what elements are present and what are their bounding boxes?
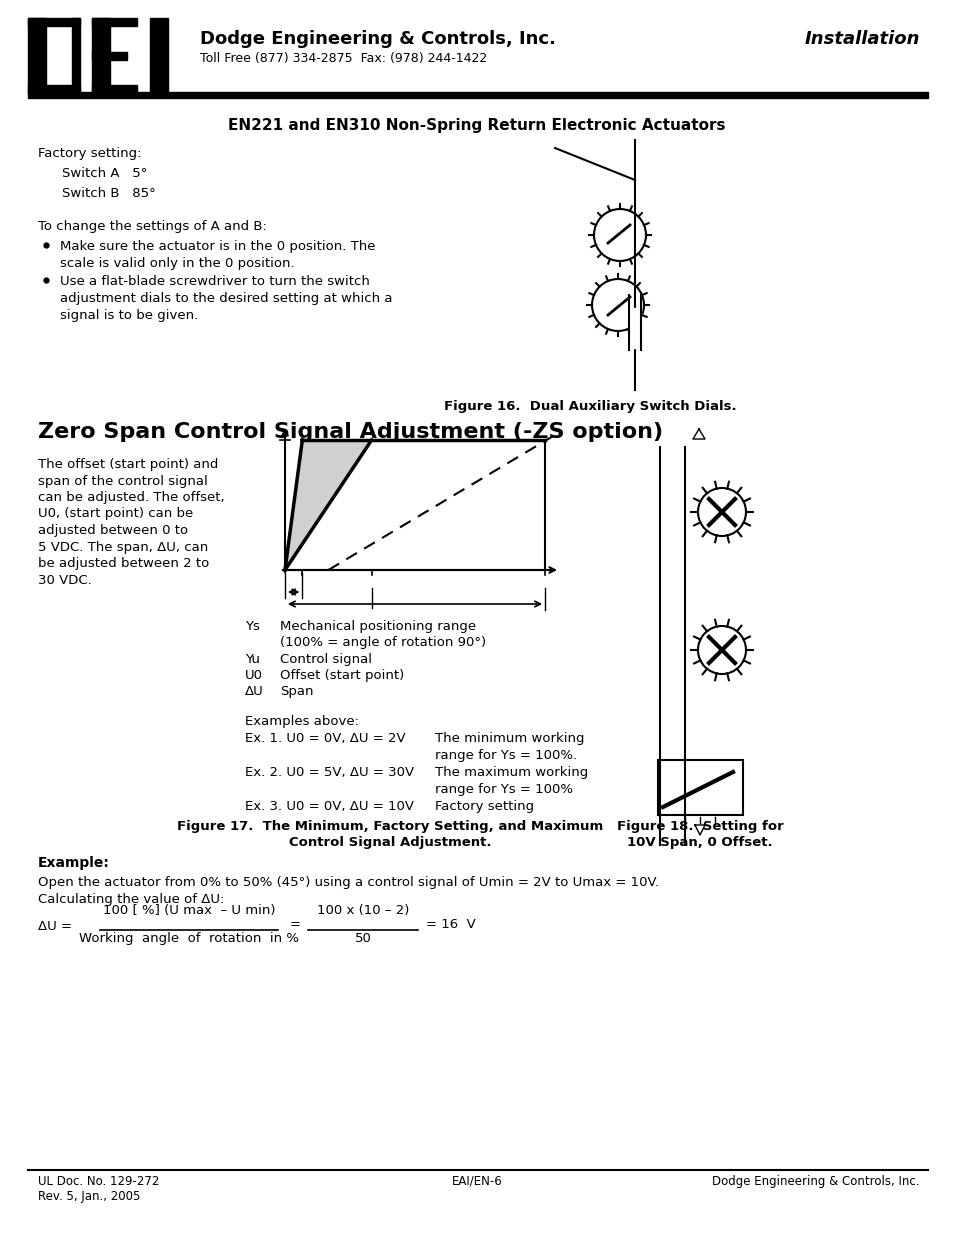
Text: EN221 and EN310 Non-Spring Return Electronic Actuators: EN221 and EN310 Non-Spring Return Electr… — [228, 119, 725, 133]
Text: Open the actuator from 0% to 50% (45°) using a control signal of Umin = 2V to Um: Open the actuator from 0% to 50% (45°) u… — [38, 876, 659, 889]
Text: =: = — [290, 919, 301, 931]
Text: ΔU =: ΔU = — [38, 920, 76, 932]
Text: 50: 50 — [355, 932, 371, 945]
Text: range for Ys = 100%.: range for Ys = 100%. — [435, 748, 577, 762]
Polygon shape — [285, 440, 372, 571]
Text: 5 VDC. The span, ΔU, can: 5 VDC. The span, ΔU, can — [38, 541, 208, 553]
Text: 30 VDC.: 30 VDC. — [38, 573, 91, 587]
Text: Ys: Ys — [245, 620, 259, 634]
Text: Figure 16.  Dual Auxiliary Switch Dials.: Figure 16. Dual Auxiliary Switch Dials. — [443, 400, 736, 412]
Text: U0, (start point) can be: U0, (start point) can be — [38, 508, 193, 520]
Text: 100 [ %] (U max  – U min): 100 [ %] (U max – U min) — [103, 904, 275, 918]
Text: Toll Free (877) 334-2875  Fax: (978) 244-1422: Toll Free (877) 334-2875 Fax: (978) 244-… — [200, 52, 487, 65]
Text: The maximum working: The maximum working — [435, 766, 588, 779]
Text: adjusted between 0 to: adjusted between 0 to — [38, 524, 188, 537]
Bar — [91, 19, 137, 26]
Text: Calculating the value of ΔU:: Calculating the value of ΔU: — [38, 893, 224, 906]
Text: The offset (start point) and: The offset (start point) and — [38, 458, 218, 471]
Text: Example:: Example: — [38, 856, 110, 869]
Text: Offset (start point): Offset (start point) — [280, 669, 404, 682]
Text: Control signal: Control signal — [280, 653, 372, 666]
Text: The minimum working: The minimum working — [435, 732, 584, 745]
Text: Ex. 3. U0 = 0V, ΔU = 10V: Ex. 3. U0 = 0V, ΔU = 10V — [245, 800, 414, 813]
Text: 100 x (10 – 2): 100 x (10 – 2) — [316, 904, 409, 918]
Text: can be adjusted. The offset,: can be adjusted. The offset, — [38, 492, 224, 504]
Bar — [91, 52, 127, 61]
Text: Working  angle  of  rotation  in %: Working angle of rotation in % — [79, 932, 298, 945]
Text: Switch A   5°: Switch A 5° — [62, 167, 147, 180]
Text: Installation: Installation — [803, 30, 919, 48]
Bar — [28, 85, 80, 93]
Text: To change the settings of A and B:: To change the settings of A and B: — [38, 220, 267, 233]
Text: Figure 18.  Setting for: Figure 18. Setting for — [616, 820, 782, 832]
Text: Ex. 2. U0 = 5V, ΔU = 30V: Ex. 2. U0 = 5V, ΔU = 30V — [245, 766, 414, 779]
Bar — [91, 19, 110, 93]
Text: Make sure the actuator is in the 0 position. The: Make sure the actuator is in the 0 posit… — [60, 240, 375, 253]
Text: Ex. 1. U0 = 0V, ΔU = 2V: Ex. 1. U0 = 0V, ΔU = 2V — [245, 732, 405, 745]
Text: Mechanical positioning range: Mechanical positioning range — [280, 620, 476, 634]
Bar — [28, 19, 80, 26]
Text: Use a flat-blade screwdriver to turn the switch: Use a flat-blade screwdriver to turn the… — [60, 275, 370, 288]
Text: Span: Span — [280, 685, 314, 698]
Text: adjustment dials to the desired setting at which a: adjustment dials to the desired setting … — [60, 291, 392, 305]
Text: Dodge Engineering & Controls, Inc.: Dodge Engineering & Controls, Inc. — [200, 30, 556, 48]
Text: Control Signal Adjustment.: Control Signal Adjustment. — [289, 836, 491, 848]
Bar — [28, 19, 46, 93]
Text: signal is to be given.: signal is to be given. — [60, 309, 198, 322]
Text: be adjusted between 2 to: be adjusted between 2 to — [38, 557, 209, 571]
Bar — [71, 19, 80, 93]
Bar — [28, 91, 927, 98]
Bar — [628, 308, 640, 348]
Text: span of the control signal: span of the control signal — [38, 474, 208, 488]
Text: Dodge Engineering & Controls, Inc.: Dodge Engineering & Controls, Inc. — [712, 1174, 919, 1188]
Text: Factory setting:: Factory setting: — [38, 147, 141, 161]
Text: scale is valid only in the 0 position.: scale is valid only in the 0 position. — [60, 257, 294, 270]
Text: (100% = angle of rotation 90°): (100% = angle of rotation 90°) — [280, 636, 486, 650]
Text: Yu: Yu — [245, 653, 260, 666]
Text: Figure 17.  The Minimum, Factory Setting, and Maximum: Figure 17. The Minimum, Factory Setting,… — [176, 820, 602, 832]
Text: 10V Span, 0 Offset.: 10V Span, 0 Offset. — [626, 836, 772, 848]
Text: = 16  V: = 16 V — [426, 919, 476, 931]
Bar — [658, 760, 742, 815]
Text: UL Doc. No. 129-272
Rev. 5, Jan., 2005: UL Doc. No. 129-272 Rev. 5, Jan., 2005 — [38, 1174, 159, 1203]
Bar — [150, 19, 168, 93]
Text: U0: U0 — [245, 669, 263, 682]
Text: ΔU: ΔU — [245, 685, 263, 698]
Text: Examples above:: Examples above: — [245, 715, 358, 727]
Text: Factory setting: Factory setting — [435, 800, 534, 813]
Bar — [91, 85, 137, 93]
Text: Switch B   85°: Switch B 85° — [62, 186, 155, 200]
Text: Zero Span Control Signal Adjustment (-ZS option): Zero Span Control Signal Adjustment (-ZS… — [38, 422, 662, 442]
Text: EAI/EN-6: EAI/EN-6 — [451, 1174, 502, 1188]
Text: range for Ys = 100%: range for Ys = 100% — [435, 783, 573, 797]
